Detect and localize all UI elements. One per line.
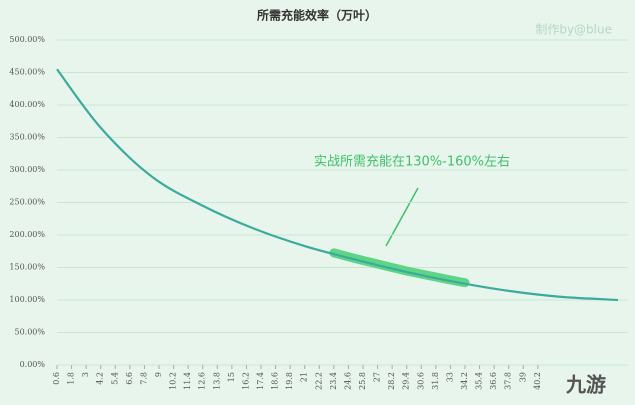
x-tick-label: 15 (227, 372, 236, 382)
x-tick-label: 40.2 (533, 372, 542, 390)
annotation: 实战所需充能在130%-160%左右 (314, 154, 510, 170)
x-tick-label: 27 (373, 372, 382, 382)
x-tick-label: 28.2 (387, 372, 396, 390)
x-tick-label: 36.6 (489, 372, 498, 390)
y-tick-label: 500.00% (9, 35, 45, 44)
y-tick-label: 250.00% (9, 198, 45, 207)
x-tick-label: 7.8 (139, 372, 148, 385)
x-tick-label: 22.2 (314, 372, 323, 390)
y-tick-label: 200.00% (9, 230, 45, 239)
x-tick-label: 18.6 (271, 372, 280, 390)
logo: 九游 (565, 373, 606, 397)
x-tick-label: 21 (300, 372, 309, 382)
y-tick-label: 100.00% (9, 295, 45, 304)
x-tick-label: 9 (154, 372, 163, 377)
x-tick-label: 34.2 (460, 372, 469, 390)
x-tick-label: 23.4 (329, 372, 338, 390)
x-tick-label: 17.4 (256, 372, 265, 390)
y-tick-label: 400.00% (9, 100, 45, 109)
x-tick-label: 35.4 (475, 372, 484, 390)
x-tick-label: 31.8 (431, 372, 440, 390)
x-tick-label: 5.4 (110, 372, 119, 385)
x-tick-label: 3 (81, 372, 90, 377)
y-tick-label: 450.00% (9, 68, 45, 77)
chart-title: 所需充能效率（万叶） (257, 8, 377, 23)
x-tick-label: 1.8 (67, 372, 76, 385)
y-tick-label: 50.00% (14, 328, 45, 337)
x-tick-label: 39 (518, 372, 527, 382)
line (56, 68, 619, 302)
y-tick-label: 150.00% (9, 263, 45, 272)
x-tick-label: 16.2 (241, 372, 250, 390)
x-tick-label: 33 (445, 372, 454, 382)
x-tick-label: 11.4 (183, 372, 192, 390)
x-tick-label: 37.8 (504, 372, 513, 390)
y-tick-label: 0.00% (20, 360, 46, 369)
x-tick-label: 4.2 (96, 372, 105, 385)
x-tick-label: 6.6 (125, 372, 134, 385)
x-tick-label: 19.8 (285, 372, 294, 390)
y-tick-label: 300.00% (9, 165, 45, 174)
x-tick-label: 10.2 (169, 372, 178, 390)
x-tick-label: 0.6 (52, 372, 61, 385)
annotation-arrow (385, 187, 419, 247)
x-tick-label: 13.8 (212, 372, 221, 390)
x-tick-label: 30.6 (416, 372, 425, 390)
x-tick-label: 12.6 (198, 372, 207, 390)
y-tick-label: 350.00% (9, 133, 45, 142)
x-tick-label: 24.6 (343, 372, 352, 390)
watermark: 制作by@blue (535, 23, 612, 37)
x-tick-label: 29.4 (402, 372, 411, 390)
x-tick-label: 25.8 (358, 372, 367, 390)
